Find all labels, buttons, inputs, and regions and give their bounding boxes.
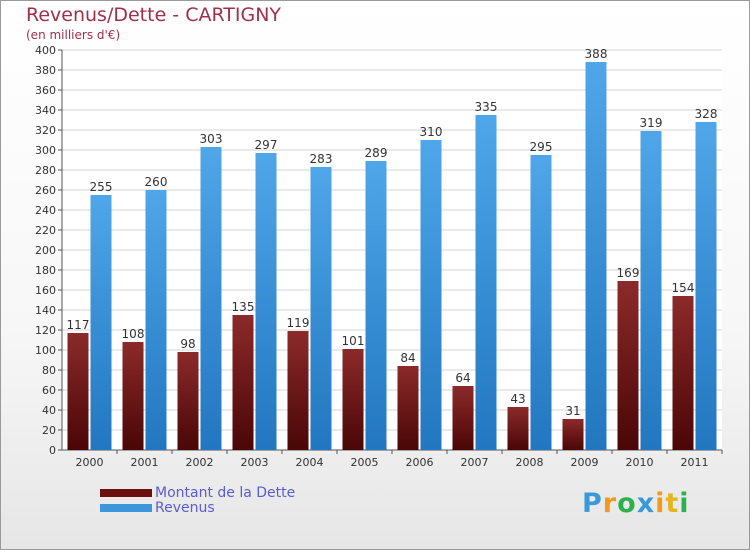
bar-revenue (200, 147, 222, 450)
bar-revenue (145, 190, 167, 450)
data-label-revenue: 335 (475, 100, 498, 114)
bar-debt (672, 296, 694, 450)
xtick-label: 2008 (516, 456, 544, 469)
logo-letter: P (582, 488, 603, 519)
ytick-label: 280 (35, 164, 56, 177)
logo-letter: i (679, 488, 690, 519)
xtick-label: 2011 (681, 456, 709, 469)
data-label-revenue: 255 (90, 180, 113, 194)
data-label-debt: 64 (455, 371, 470, 385)
ytick-label: 400 (35, 44, 56, 57)
bar-debt (122, 342, 144, 450)
ytick-label: 220 (35, 224, 56, 237)
bar-revenue (365, 161, 387, 450)
bar-debt (397, 366, 419, 450)
bar-revenue (420, 140, 442, 450)
data-label-debt: 119 (287, 316, 310, 330)
data-label-revenue: 388 (585, 47, 608, 61)
data-label-revenue: 289 (365, 146, 388, 160)
xtick-label: 2010 (626, 456, 654, 469)
bar-revenue (475, 115, 497, 450)
xtick-label: 2003 (241, 456, 269, 469)
bar-revenue (90, 195, 112, 450)
logo-letter: x (636, 488, 656, 519)
legend-swatch-debt (100, 489, 152, 497)
data-label-revenue: 303 (200, 132, 223, 146)
data-label-revenue: 297 (255, 138, 278, 152)
data-label-debt: 43 (510, 392, 525, 406)
data-label-revenue: 328 (695, 107, 718, 121)
bar-revenue (255, 153, 277, 450)
bar-revenue (640, 131, 662, 450)
ytick-label: 120 (35, 324, 56, 337)
data-label-revenue: 260 (145, 175, 168, 189)
xtick-label: 2009 (571, 456, 599, 469)
bar-debt (287, 331, 309, 450)
legend-label-revenue: Revenus (155, 500, 215, 516)
ytick-label: 60 (42, 384, 56, 397)
bar-revenue (585, 62, 607, 450)
bar-debt (342, 349, 364, 450)
ytick-label: 100 (35, 344, 56, 357)
xtick-label: 2005 (351, 456, 379, 469)
data-label-debt: 98 (180, 337, 195, 351)
data-label-debt: 135 (232, 300, 255, 314)
xtick-label: 2004 (296, 456, 324, 469)
ytick-label: 160 (35, 284, 56, 297)
bar-debt (67, 333, 89, 450)
ytick-label: 40 (42, 404, 56, 417)
xtick-label: 2006 (406, 456, 434, 469)
data-label-debt: 108 (122, 327, 145, 341)
data-label-revenue: 310 (420, 125, 443, 139)
data-label-debt: 154 (672, 281, 695, 295)
bar-debt (562, 419, 584, 450)
ytick-label: 340 (35, 104, 56, 117)
data-label-revenue: 295 (530, 140, 553, 154)
data-label-debt: 84 (400, 351, 415, 365)
logo-letter: o (617, 488, 637, 519)
ytick-label: 20 (42, 424, 56, 437)
xtick-label: 2001 (131, 456, 159, 469)
bar-debt (617, 281, 639, 450)
bar-debt (507, 407, 529, 450)
bar-revenue (695, 122, 717, 450)
ytick-label: 300 (35, 144, 56, 157)
data-label-debt: 31 (565, 404, 580, 418)
ytick-label: 380 (35, 64, 56, 77)
xtick-label: 2007 (461, 456, 489, 469)
xtick-label: 2002 (186, 456, 214, 469)
bar-debt (177, 352, 199, 450)
proxiti-logo: Proxiti (582, 488, 690, 519)
xtick-label: 2000 (76, 456, 104, 469)
ytick-label: 360 (35, 84, 56, 97)
data-label-debt: 117 (67, 318, 90, 332)
ytick-label: 320 (35, 124, 56, 137)
ytick-label: 180 (35, 264, 56, 277)
data-label-debt: 169 (617, 266, 640, 280)
data-label-debt: 101 (342, 334, 365, 348)
ytick-label: 240 (35, 204, 56, 217)
bar-debt (232, 315, 254, 450)
logo-letter: r (602, 488, 618, 519)
legend-label-debt: Montant de la Dette (155, 485, 296, 501)
ytick-label: 80 (42, 364, 56, 377)
chart-subtitle: (en milliers d'€) (26, 28, 121, 42)
chart-title: Revenus/Dette - CARTIGNY (26, 4, 282, 26)
logo-letter: i (655, 488, 666, 519)
bar-debt (452, 386, 474, 450)
ytick-label: 200 (35, 244, 56, 257)
logo-letter: t (665, 488, 680, 519)
data-label-revenue: 319 (640, 116, 663, 130)
data-label-revenue: 283 (310, 152, 333, 166)
ytick-label: 140 (35, 304, 56, 317)
ytick-label: 260 (35, 184, 56, 197)
legend-swatch-revenue (100, 504, 152, 512)
bar-revenue (310, 167, 332, 450)
bar-revenue (530, 155, 552, 450)
ytick-label: 0 (49, 444, 56, 457)
